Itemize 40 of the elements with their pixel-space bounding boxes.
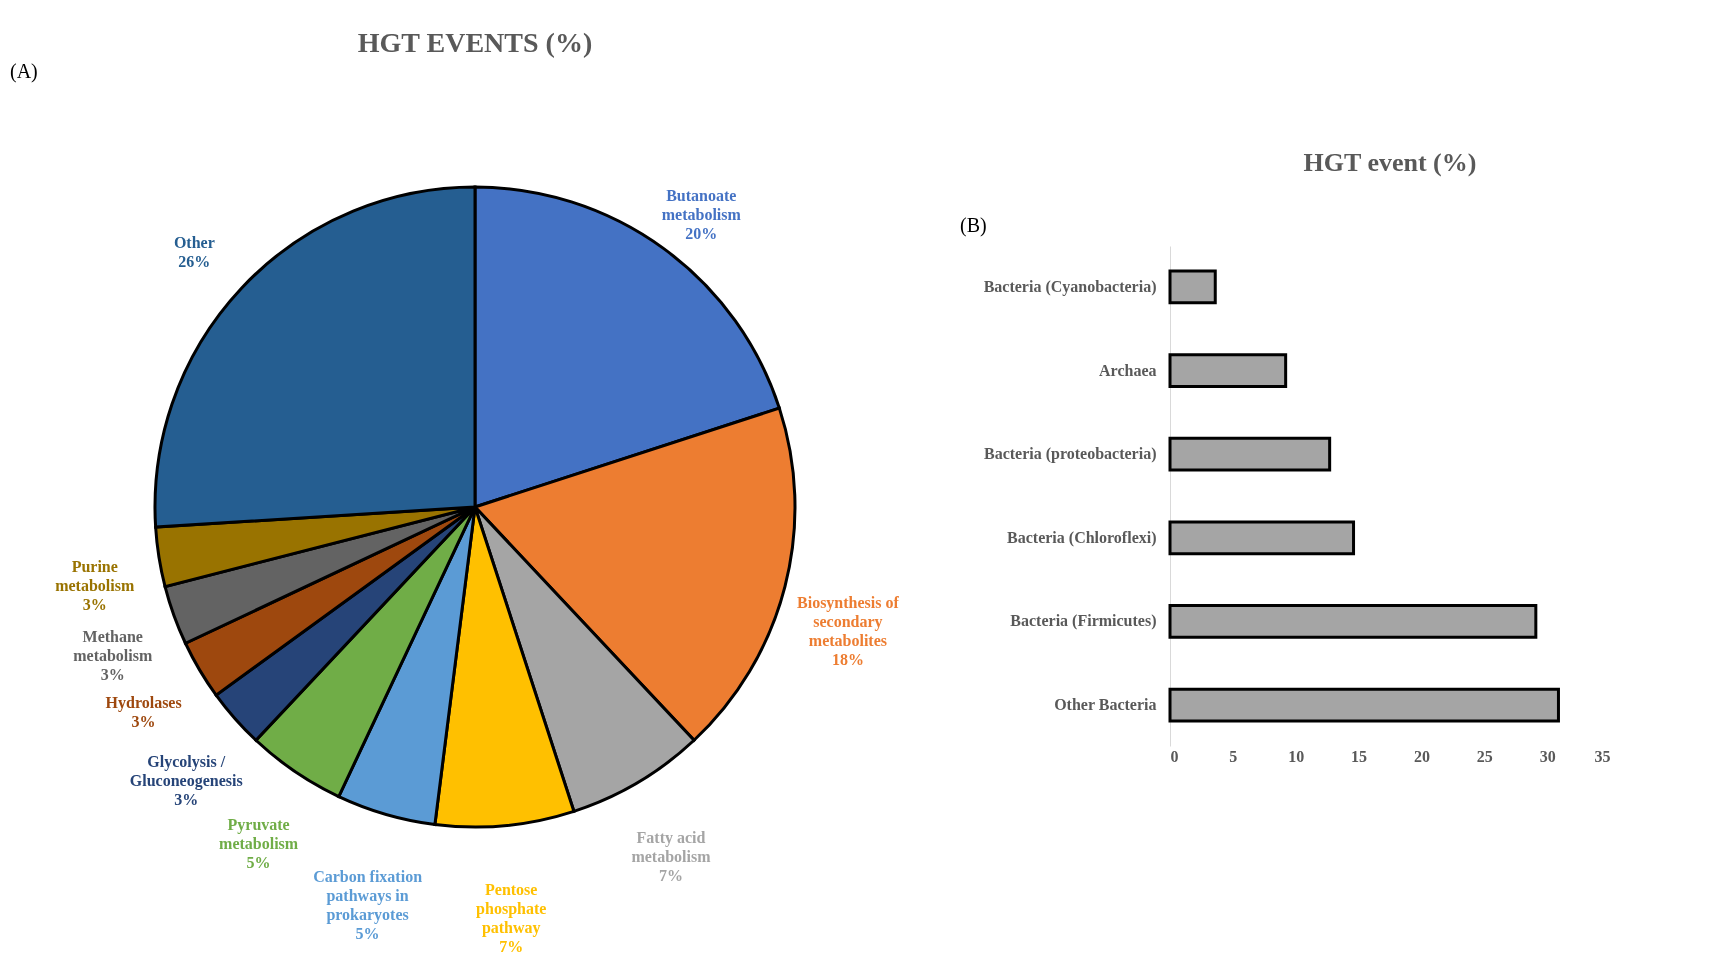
x-tick-label: 25 xyxy=(1476,747,1493,765)
slice-label: Biosynthesis of secondary metabolites xyxy=(797,593,900,649)
slice-label: Other xyxy=(173,234,215,252)
data-label: 5% xyxy=(355,924,380,942)
slice-label: Butanoate metabolism xyxy=(661,186,742,223)
x-tick-label: 20 xyxy=(1413,747,1430,765)
y-tick-label: Bacteria (Chloroflexi) xyxy=(1007,528,1157,547)
slice-label: Pentose phosphate pathway xyxy=(476,881,547,938)
x-tick-label: 15 xyxy=(1351,747,1368,765)
x-tick-label: 30 xyxy=(1539,747,1556,765)
slice-label: Fatty acid metabolism xyxy=(631,829,712,866)
data-label: 3% xyxy=(82,596,107,614)
chart-title: HGT EVENTS (%) xyxy=(357,27,593,58)
chart-title: HGT event (%) xyxy=(1303,148,1477,177)
data-label: 5% xyxy=(246,854,271,872)
x-tick-label: 10 xyxy=(1288,747,1305,765)
y-tick-label: Bacteria (Cyanobacteria) xyxy=(983,277,1157,296)
slice-label: Glycolysis / Gluconeogenesis xyxy=(129,752,243,790)
x-tick-label: 5 xyxy=(1229,747,1238,765)
data-label: 26% xyxy=(178,253,211,271)
y-tick-label: Bacteria (Firmicutes) xyxy=(1010,612,1157,631)
text: (A) xyxy=(10,60,38,83)
slice-label: Methane metabolism xyxy=(73,628,153,665)
slice-label: Purine metabolism xyxy=(55,558,135,595)
x-tick-label: 35 xyxy=(1594,747,1611,765)
data-label: 3% xyxy=(174,790,199,808)
data-label: 3% xyxy=(100,666,125,684)
slice-label: Pyruvate metabolism xyxy=(219,816,299,853)
text: (B) xyxy=(960,214,987,237)
data-label: 3% xyxy=(131,712,156,730)
y-tick-label: Bacteria (proteobacteria) xyxy=(983,445,1157,464)
data-label: 20% xyxy=(685,224,718,242)
data-label: 7% xyxy=(658,867,683,885)
x-tick-label: 0 xyxy=(1170,747,1179,765)
slice-label: Carbon fixation pathways in prokaryotes xyxy=(313,867,423,924)
y-tick-label: Other Bacteria xyxy=(1054,696,1157,714)
data-label: 7% xyxy=(499,938,524,956)
y-tick-label: Archaea xyxy=(1099,361,1157,379)
data-label: 18% xyxy=(831,650,864,668)
slice-label: Hydrolases xyxy=(105,693,182,712)
